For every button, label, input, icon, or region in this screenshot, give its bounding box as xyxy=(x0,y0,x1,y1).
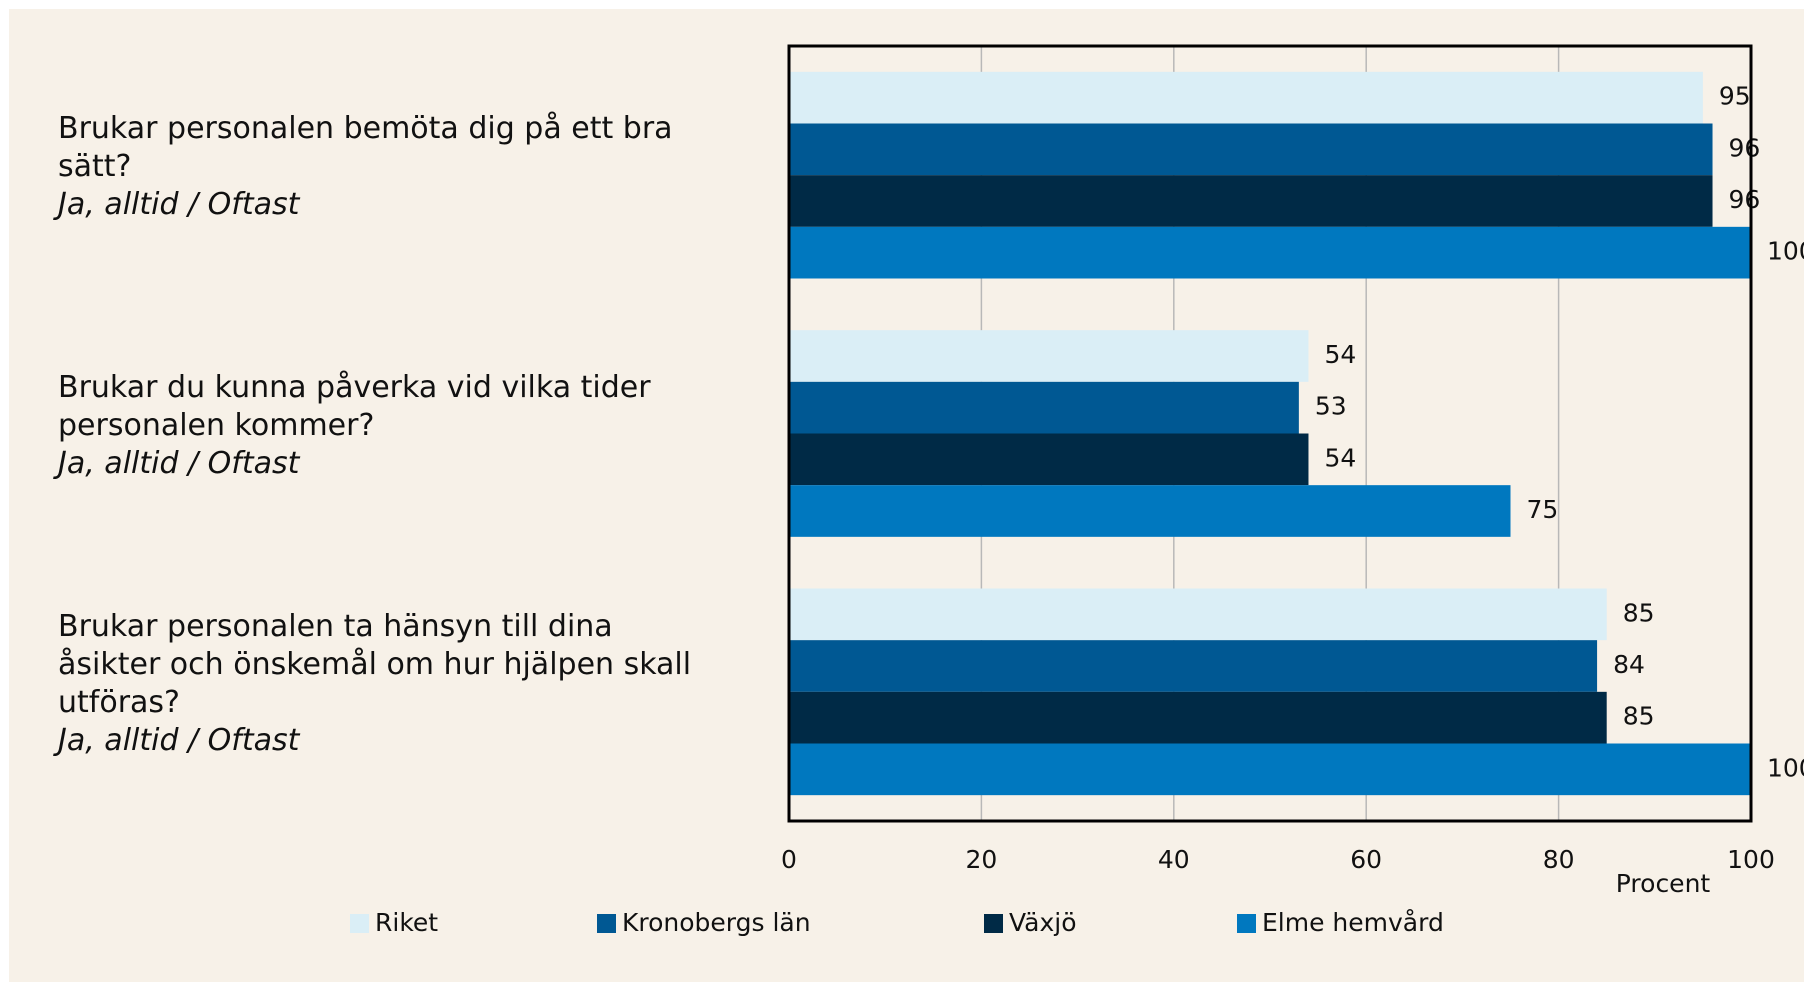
x-tick-label: 80 xyxy=(1543,845,1575,874)
data-label: 75 xyxy=(1527,495,1559,524)
data-label: 54 xyxy=(1324,340,1356,369)
legend-label: Elme hemvård xyxy=(1262,908,1444,937)
x-tick-label: 100 xyxy=(1727,845,1775,874)
plot-frame xyxy=(787,44,1753,823)
category-sublabel: Ja, alltid / Oftast xyxy=(58,445,300,481)
category-text: Brukar personalen bemöta dig på ett bra … xyxy=(58,111,673,185)
legend-label: Kronobergs län xyxy=(622,908,811,937)
x-tick-label: 20 xyxy=(965,845,997,874)
x-axis-label: Procent xyxy=(1616,869,1711,898)
data-label: 100 xyxy=(1767,237,1804,266)
data-label: 100 xyxy=(1767,753,1804,782)
legend-swatch xyxy=(597,914,616,933)
data-label: 53 xyxy=(1315,392,1347,421)
bar xyxy=(789,226,1751,279)
x-tick-label: 0 xyxy=(781,845,797,874)
category-label: Brukar personalen ta hänsyn till dina ås… xyxy=(58,608,698,760)
bar xyxy=(789,691,1607,744)
bar xyxy=(789,330,1309,382)
category-sublabel: Ja, alltid / Oftast xyxy=(58,722,300,758)
category-text: Brukar du kunna påverka vid vilka tider … xyxy=(58,369,651,443)
bar xyxy=(789,743,1751,796)
legend-swatch xyxy=(1237,914,1256,933)
category-label: Brukar du kunna påverka vid vilka tider … xyxy=(58,369,698,483)
legend-swatch xyxy=(350,914,369,933)
bar xyxy=(789,71,1703,124)
data-label: 84 xyxy=(1613,650,1645,679)
x-tick-label: 60 xyxy=(1350,845,1382,874)
legend-swatch xyxy=(984,914,1003,933)
data-label: 85 xyxy=(1623,598,1655,627)
data-label: 54 xyxy=(1324,443,1356,472)
bar xyxy=(789,381,1299,434)
bar xyxy=(789,588,1607,641)
category-text: Brukar personalen ta hänsyn till dina ås… xyxy=(58,608,692,720)
bar xyxy=(789,433,1309,486)
bar xyxy=(789,175,1713,227)
bar xyxy=(789,123,1713,176)
legend-label: Växjö xyxy=(1009,908,1077,937)
data-label: 96 xyxy=(1729,133,1761,162)
category-label: Brukar personalen bemöta dig på ett bra … xyxy=(58,110,698,224)
data-label: 96 xyxy=(1729,185,1761,214)
bar xyxy=(789,485,1511,537)
x-tick-label: 40 xyxy=(1158,845,1190,874)
data-label: 95 xyxy=(1719,82,1751,111)
data-label: 85 xyxy=(1623,702,1655,731)
category-sublabel: Ja, alltid / Oftast xyxy=(58,187,300,223)
legend-label: Riket xyxy=(375,908,438,937)
bar xyxy=(789,640,1598,692)
